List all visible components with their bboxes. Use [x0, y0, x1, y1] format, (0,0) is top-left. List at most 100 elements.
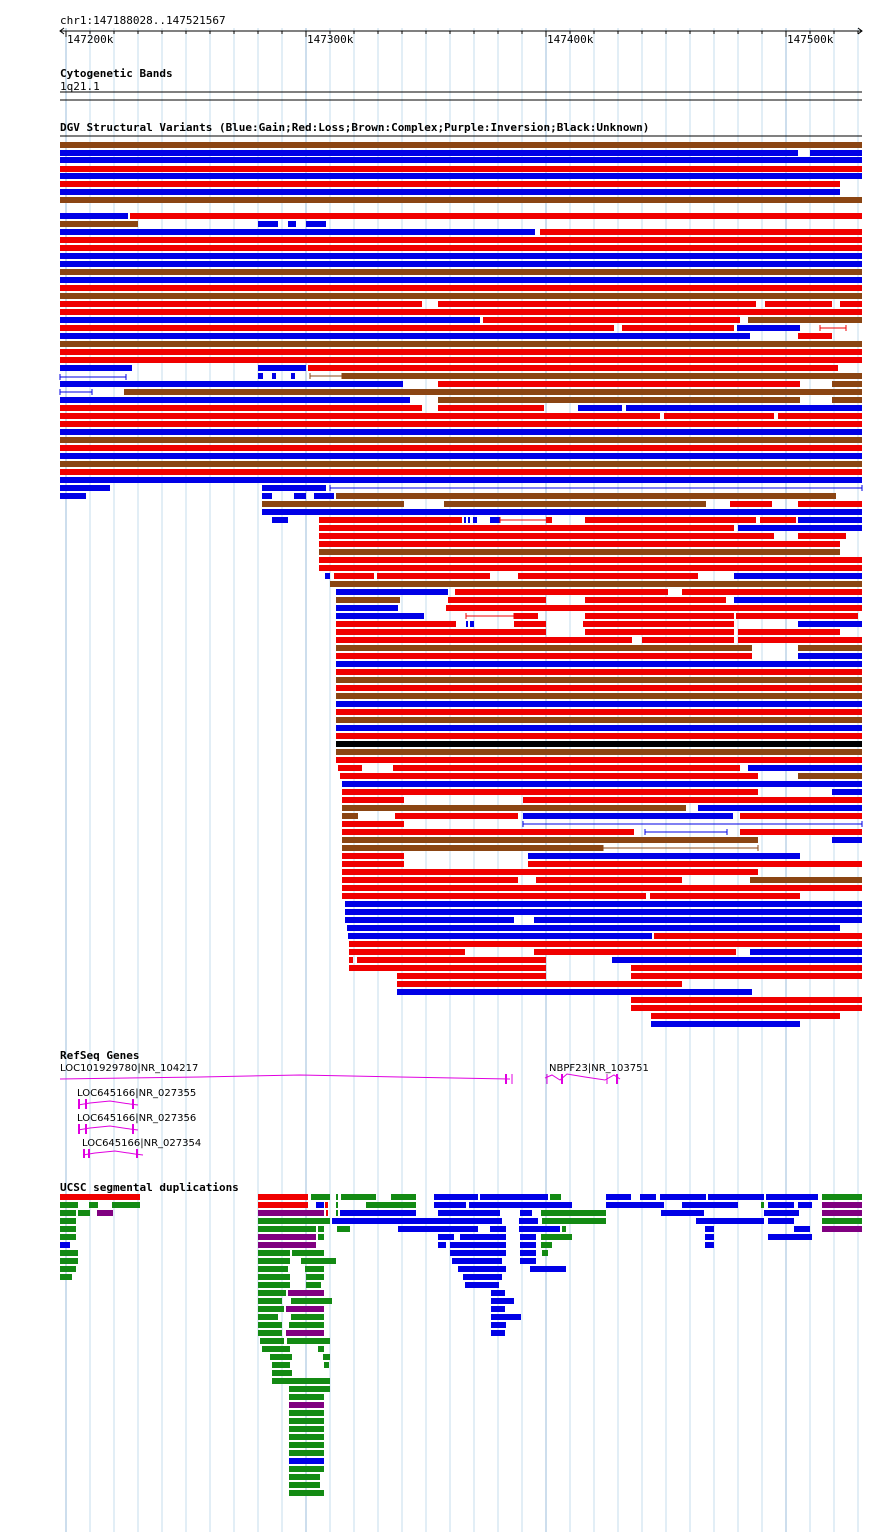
- segdup-9-4[interactable]: [530, 1266, 566, 1272]
- segdup-1-12[interactable]: [761, 1202, 764, 1208]
- segdup-22-0[interactable]: [272, 1370, 292, 1376]
- sv-61-1[interactable]: [642, 637, 734, 643]
- sv-59-3[interactable]: [514, 621, 546, 627]
- sv-40-0[interactable]: [60, 469, 862, 475]
- segdup-0-14[interactable]: [822, 1194, 862, 1200]
- sv-27-2[interactable]: [308, 365, 838, 371]
- segdup-0-11[interactable]: [660, 1194, 706, 1200]
- segdup-4-4[interactable]: [398, 1226, 478, 1232]
- sv-82-0[interactable]: [342, 805, 686, 811]
- segdup-4-8[interactable]: [705, 1226, 714, 1232]
- segdup-7-0[interactable]: [60, 1250, 78, 1256]
- segdup-2-10[interactable]: [661, 1210, 704, 1216]
- sv-31-0[interactable]: [60, 397, 410, 403]
- segdup-13-2[interactable]: [491, 1298, 514, 1304]
- segdup-8-4[interactable]: [520, 1258, 536, 1264]
- segdup-8-3[interactable]: [452, 1258, 502, 1264]
- sv-30-0[interactable]: [124, 389, 862, 395]
- segdup-15-2[interactable]: [491, 1314, 521, 1320]
- sv-56-2[interactable]: [585, 597, 726, 603]
- segdup-1-13[interactable]: [768, 1202, 794, 1208]
- sv-66-0[interactable]: [336, 677, 862, 683]
- sv-52-0[interactable]: [319, 565, 862, 571]
- sv-3-0[interactable]: [60, 166, 862, 172]
- segdup-7-4[interactable]: [520, 1250, 536, 1256]
- sv-85-1[interactable]: [740, 829, 862, 835]
- sv-49-0[interactable]: [319, 541, 840, 547]
- segdup-28-0[interactable]: [289, 1418, 324, 1424]
- sv-4-0[interactable]: [60, 173, 862, 179]
- segdup-6-3[interactable]: [450, 1242, 506, 1248]
- sv-26-0[interactable]: [60, 357, 862, 363]
- segdup-9-2[interactable]: [305, 1266, 324, 1272]
- segdup-4-2[interactable]: [318, 1226, 324, 1232]
- segdup-12-1[interactable]: [288, 1290, 324, 1296]
- sv-29-0[interactable]: [60, 381, 403, 387]
- sv-27-1[interactable]: [258, 365, 306, 371]
- dgv-track-title[interactable]: DGV Structural Variants (Blue:Gain;Red:L…: [60, 121, 650, 134]
- sv-54-0[interactable]: [330, 581, 862, 587]
- segdup-3-4[interactable]: [542, 1218, 606, 1224]
- sv-28-1[interactable]: [272, 373, 276, 379]
- sv-32-0[interactable]: [60, 405, 422, 411]
- sv-21-0[interactable]: [60, 317, 480, 323]
- segdup-3-6[interactable]: [768, 1218, 794, 1224]
- segdup-25-0[interactable]: [289, 1394, 324, 1400]
- segdup-6-2[interactable]: [438, 1242, 446, 1248]
- segdup-13-0[interactable]: [258, 1298, 282, 1304]
- sv-29-2[interactable]: [832, 381, 862, 387]
- sv-58-1[interactable]: [514, 613, 538, 619]
- sv-39-0[interactable]: [60, 461, 862, 467]
- segdup-14-1[interactable]: [286, 1306, 324, 1312]
- sv-2-0[interactable]: [60, 157, 862, 163]
- segdup-12-2[interactable]: [491, 1290, 505, 1296]
- segdup-5-8[interactable]: [768, 1234, 812, 1240]
- sv-43-1[interactable]: [262, 493, 272, 499]
- sv-83-0[interactable]: [342, 813, 358, 819]
- sv-77-0[interactable]: [338, 765, 362, 771]
- sv-93-1[interactable]: [650, 893, 800, 899]
- sv-68-0[interactable]: [336, 693, 862, 699]
- sv-92-0[interactable]: [342, 885, 862, 891]
- segdup-4-6[interactable]: [519, 1226, 560, 1232]
- sv-12-0[interactable]: [60, 245, 862, 251]
- segdup-4-3[interactable]: [337, 1226, 350, 1232]
- segdup-1-1[interactable]: [89, 1202, 98, 1208]
- sv-33-2[interactable]: [778, 413, 862, 419]
- sv-60-2[interactable]: [738, 629, 840, 635]
- segdup-7-1[interactable]: [258, 1250, 290, 1256]
- segdup-6-5[interactable]: [541, 1242, 552, 1248]
- sv-108-0[interactable]: [651, 1013, 840, 1019]
- gene-label-loc101929780[interactable]: LOC101929780|NR_104217: [60, 1063, 199, 1074]
- segdup-9-0[interactable]: [60, 1266, 76, 1272]
- segdup-17-1[interactable]: [286, 1330, 324, 1336]
- sv-50-0[interactable]: [319, 549, 840, 555]
- segdup-31-0[interactable]: [289, 1442, 324, 1448]
- sv-0-0[interactable]: [60, 142, 862, 148]
- segdup-3-3[interactable]: [519, 1218, 538, 1224]
- segdup-2-9[interactable]: [541, 1210, 606, 1216]
- sv-81-0[interactable]: [342, 797, 404, 803]
- sv-53-2[interactable]: [377, 573, 490, 579]
- segdup-4-1[interactable]: [258, 1226, 316, 1232]
- sv-31-1[interactable]: [438, 397, 800, 403]
- sv-62-0[interactable]: [336, 645, 752, 651]
- sv-8-0[interactable]: [60, 213, 128, 219]
- segdup-2-8[interactable]: [520, 1210, 532, 1216]
- sv-104-0[interactable]: [397, 981, 682, 987]
- sv-98-1[interactable]: [654, 933, 862, 939]
- sv-43-4[interactable]: [336, 493, 836, 499]
- segdup-8-0[interactable]: [60, 1258, 78, 1264]
- sv-15-0[interactable]: [60, 269, 862, 275]
- segdup-11-1[interactable]: [306, 1282, 321, 1288]
- segdup-0-5[interactable]: [391, 1194, 416, 1200]
- segdup-5-1[interactable]: [258, 1234, 316, 1240]
- sv-9-3[interactable]: [306, 221, 326, 227]
- segdup-14-0[interactable]: [258, 1306, 284, 1312]
- segdup-20-1[interactable]: [323, 1354, 330, 1360]
- sv-43-0[interactable]: [60, 493, 86, 499]
- sv-33-0[interactable]: [60, 413, 660, 419]
- segdup-1-6[interactable]: [336, 1202, 338, 1208]
- segdup-4-9[interactable]: [794, 1226, 810, 1232]
- sv-61-2[interactable]: [738, 637, 862, 643]
